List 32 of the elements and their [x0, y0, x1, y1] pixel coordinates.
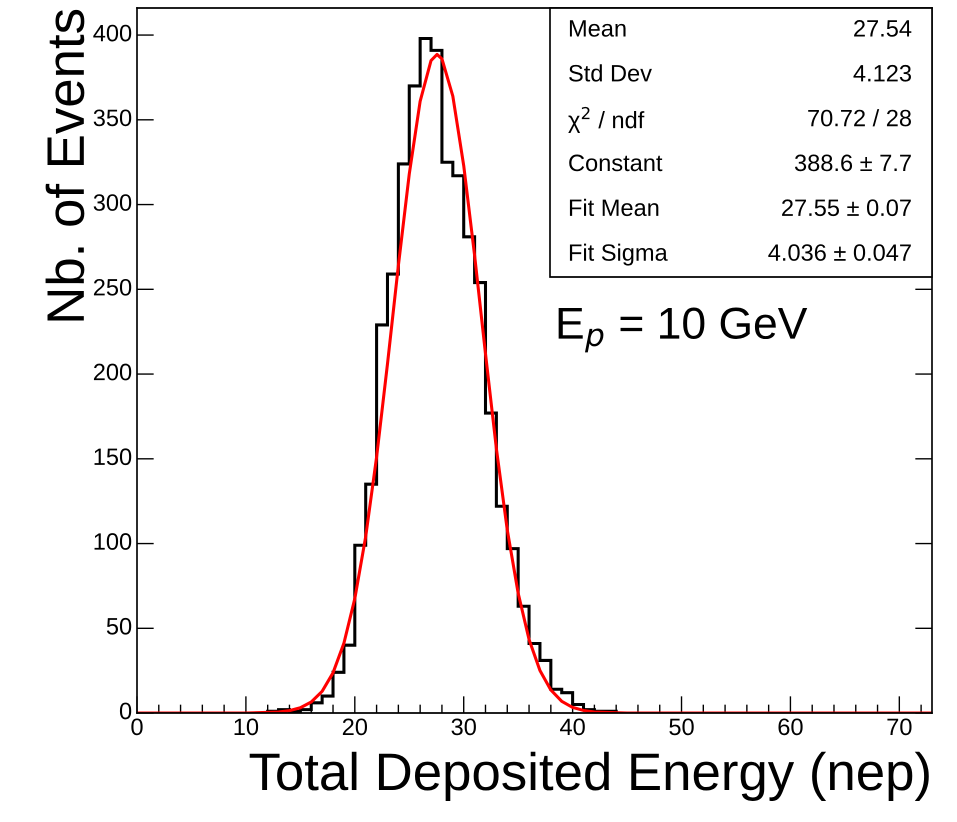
- x-tick-label: 10: [234, 718, 258, 736]
- y-tick-label: 50: [106, 618, 132, 635]
- annotation: Fit Mean: [570, 198, 658, 216]
- annotation: Fit Sigma: [570, 244, 668, 266]
- annotation: Constant: [569, 154, 662, 172]
- annotation: E$_{p}$ = 10 GeV: [558, 308, 808, 352]
- y-tick-label: 300: [94, 194, 132, 211]
- x-tick-label: 0: [131, 718, 143, 736]
- y-tick-label: 400: [93, 24, 132, 42]
- y-tick-label: 250: [94, 278, 132, 296]
- x-tick-label: 20: [342, 718, 368, 736]
- y-tick-label: 350: [94, 109, 132, 126]
- y-tick-label: 100: [94, 533, 132, 550]
- x-tick-label: 60: [778, 718, 803, 736]
- x-axis-title: Total Deposited Energy (nep): [250, 752, 929, 801]
- annotation: χ$^{2}$ / ndf: [568, 106, 644, 134]
- x-tick-label: 40: [560, 718, 585, 736]
- y-tick-label: 150: [94, 448, 132, 466]
- annotation: 4.036 ± 0.047: [768, 244, 911, 261]
- annotation: 4.123: [853, 64, 911, 82]
- annotation: 70.72 / 28: [808, 109, 911, 126]
- x-tick-label: 30: [451, 718, 476, 736]
- annotation: Mean: [570, 20, 626, 37]
- x-tick-label: 50: [669, 718, 694, 736]
- x-tick-label: 70: [887, 718, 912, 736]
- annotation: 27.55 ± 0.07: [782, 199, 911, 216]
- annotation: 388.6 ± 7.7: [794, 154, 911, 172]
- y-tick-label: 200: [94, 364, 132, 380]
- annotation: 27.54: [854, 20, 912, 37]
- annotation: Std Dev: [569, 64, 652, 82]
- y-tick-label: 0: [120, 702, 132, 720]
- y-axis-title: Nb. of Events: [46, 10, 84, 320]
